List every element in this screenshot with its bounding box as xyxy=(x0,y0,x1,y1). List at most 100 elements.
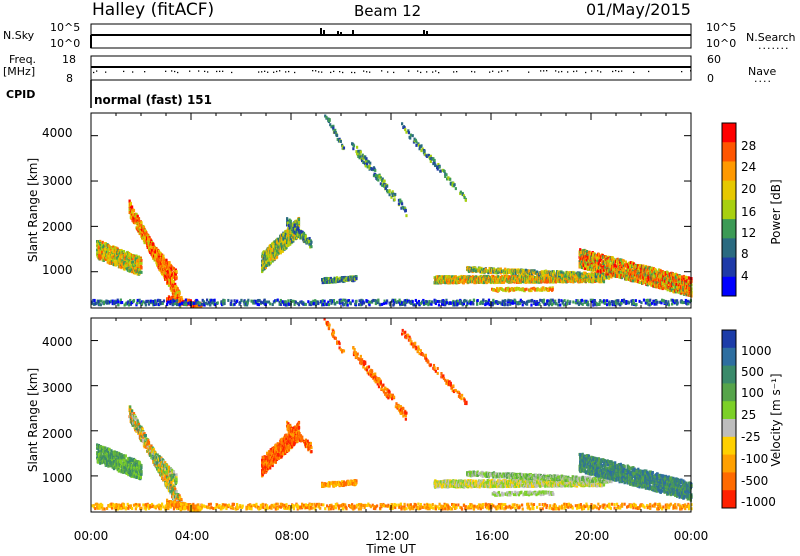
nave-point xyxy=(648,71,649,72)
power-echo xyxy=(286,217,288,220)
nave-point xyxy=(171,70,172,71)
nave-point xyxy=(273,72,274,73)
power-echo xyxy=(101,251,103,254)
power-echo xyxy=(175,270,177,273)
nave-point xyxy=(387,71,388,72)
nave-point xyxy=(438,72,439,73)
nave-point xyxy=(354,72,355,73)
nave-point xyxy=(132,71,133,72)
nave-point xyxy=(315,70,316,71)
nave-point xyxy=(528,72,529,73)
nave-point xyxy=(174,71,175,72)
nave-point xyxy=(393,72,394,73)
nave-point xyxy=(351,72,352,73)
nave-point xyxy=(585,72,586,73)
power-echo xyxy=(310,245,312,248)
power-echo xyxy=(310,241,312,244)
power-echo xyxy=(121,255,123,258)
nave-point xyxy=(216,71,217,72)
nave-point xyxy=(408,70,409,71)
nave-point xyxy=(573,71,574,72)
power-echo xyxy=(138,217,140,220)
power-echo xyxy=(162,255,164,258)
nave-point xyxy=(456,71,457,72)
nave-point xyxy=(432,71,433,72)
power-echo xyxy=(138,255,140,258)
nave-point xyxy=(96,70,97,71)
nave-point xyxy=(363,70,364,71)
power-echo xyxy=(623,259,625,262)
power-echo xyxy=(525,288,527,291)
power-echo xyxy=(553,270,555,273)
nave-point xyxy=(540,70,541,71)
nave-point xyxy=(294,72,295,73)
nave-point xyxy=(207,71,208,72)
nave-point xyxy=(369,72,370,73)
power-echo xyxy=(479,266,481,269)
nave-point xyxy=(276,71,277,72)
nave-point xyxy=(333,71,334,72)
nave-point xyxy=(474,71,475,72)
nave-point xyxy=(435,70,436,71)
power-echo xyxy=(530,289,532,292)
power-echo xyxy=(179,292,181,295)
nave-point xyxy=(342,72,343,73)
nave-point xyxy=(558,71,559,72)
nave-point xyxy=(426,71,427,72)
power-echo xyxy=(341,276,343,279)
nave-point xyxy=(219,71,220,72)
nave-point xyxy=(312,70,313,71)
power-echo xyxy=(580,251,582,254)
power-echo xyxy=(355,277,357,280)
power-echo xyxy=(135,254,137,257)
power-echo xyxy=(298,218,300,221)
nave-point xyxy=(576,70,577,71)
power-echo xyxy=(102,241,104,244)
nave-point xyxy=(264,71,265,72)
nave-point xyxy=(279,70,280,71)
power-echo xyxy=(592,276,594,279)
nave-point xyxy=(258,71,259,72)
nave-point xyxy=(471,71,472,72)
nave-point xyxy=(507,70,508,71)
power-echo xyxy=(502,288,504,291)
nave-point xyxy=(543,70,544,71)
nave-point xyxy=(177,72,178,73)
nave-point xyxy=(546,70,547,71)
power-echo xyxy=(140,221,142,224)
nave-point xyxy=(498,71,499,72)
power-echo xyxy=(140,271,142,274)
nave-point xyxy=(567,71,568,72)
nave-point xyxy=(321,71,322,72)
power-echo xyxy=(276,256,278,259)
nave-point xyxy=(501,70,502,71)
nave-point xyxy=(198,70,199,71)
nave-point xyxy=(612,71,613,72)
nave-point xyxy=(222,71,223,72)
nave-point xyxy=(261,71,262,72)
power-echo xyxy=(131,205,133,208)
power-echo xyxy=(133,209,135,212)
nave-point xyxy=(600,71,601,72)
power-echo xyxy=(503,281,505,284)
nave-point xyxy=(417,70,418,71)
power-echo xyxy=(140,267,142,270)
power-echo xyxy=(546,281,548,284)
nave-point xyxy=(165,71,166,72)
power-echo xyxy=(586,250,588,253)
nave-point xyxy=(366,71,367,72)
nave-point xyxy=(288,71,289,72)
nave-point xyxy=(105,72,106,73)
nave-point xyxy=(339,71,340,72)
power-echo xyxy=(639,281,641,284)
power-echo xyxy=(178,298,180,301)
nave-point xyxy=(591,70,592,71)
power-echo xyxy=(99,257,101,260)
power-echo xyxy=(290,220,292,223)
power-echo xyxy=(305,235,307,238)
nave-point xyxy=(330,72,331,73)
power-echo xyxy=(140,262,142,265)
nave-point xyxy=(681,71,682,72)
power-echo xyxy=(152,243,154,246)
